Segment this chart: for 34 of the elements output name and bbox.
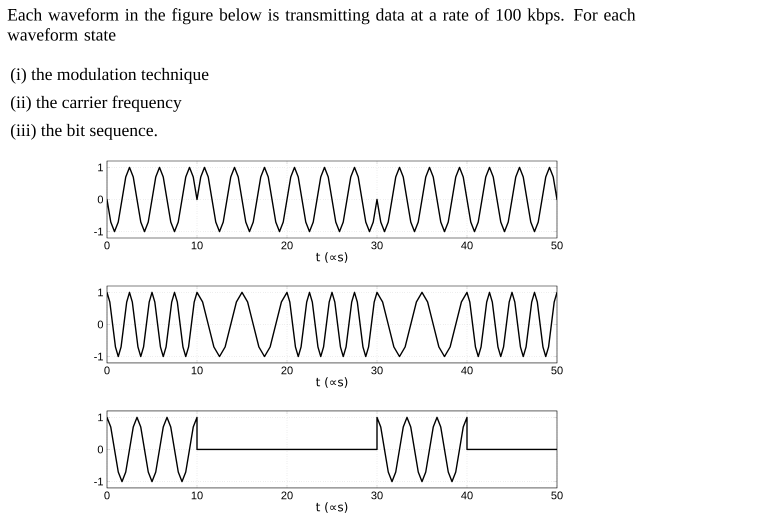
x-axis-title: t (∝s) (316, 377, 348, 388)
x-tick-label: 10 (192, 492, 203, 500)
x-tick-label: 10 (192, 242, 203, 250)
y-tick-label: 0 (98, 446, 104, 454)
y-tick-label: 0 (98, 320, 104, 328)
x-tick-label: 50 (551, 366, 563, 374)
x-tick-label: 30 (371, 492, 383, 500)
text: (ii) the carrier frequency (10, 96, 182, 112)
x-tick-label: 20 (281, 492, 293, 500)
x-tick-label: 40 (461, 366, 473, 374)
x-tick-label: 0 (104, 492, 110, 500)
x-tick-label: 20 (281, 242, 293, 250)
x-tick-label: 40 (461, 242, 473, 250)
x-tick-label: 0 (104, 242, 110, 250)
x-tick-label: 0 (104, 366, 110, 374)
x-axis-title: t (∝s) (316, 252, 348, 263)
x-axis-title: t (∝s) (316, 502, 348, 513)
text: (iii) the bit sequence. (10, 124, 157, 140)
y-tick-label: 0 (98, 196, 104, 204)
chart-title: Each waveform in the figure below is transmitting data at a rate of 100 kbps. For each waveform state (7, 8, 636, 41)
text: (i) the modulation technique (10, 68, 208, 84)
x-tick-label: 20 (281, 366, 293, 374)
x-tick-label: 30 (371, 242, 383, 250)
x-tick-label: 10 (192, 366, 203, 374)
y-tick-label: -1 (94, 228, 103, 236)
y-tick-label: -1 (94, 478, 103, 486)
y-tick-label: 1 (98, 164, 103, 172)
x-tick-label: 50 (551, 492, 563, 500)
x-tick-label: 40 (461, 492, 473, 500)
y-tick-label: -1 (94, 352, 103, 360)
x-tick-label: 30 (371, 366, 383, 374)
y-tick-label: 1 (98, 288, 103, 296)
x-tick-label: 50 (551, 242, 563, 250)
y-tick-label: 1 (98, 414, 103, 422)
